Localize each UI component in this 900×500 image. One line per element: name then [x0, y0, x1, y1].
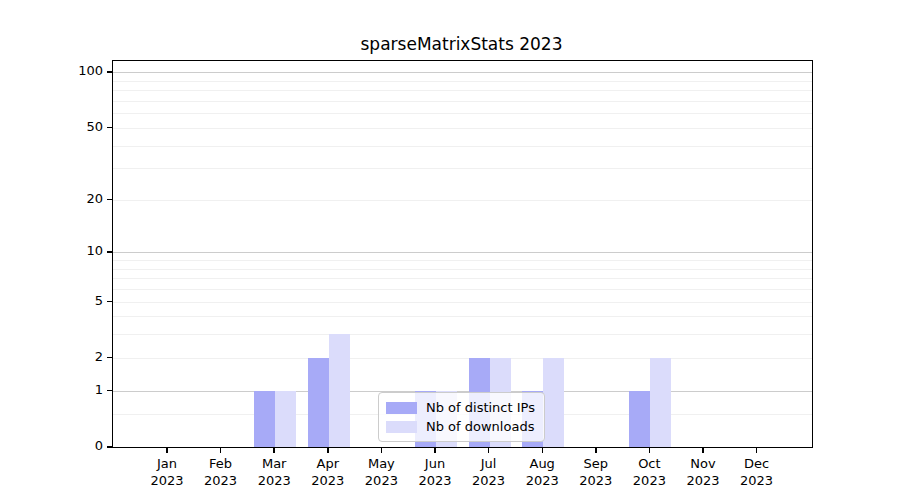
- bar-mar-distinct-ips: [254, 391, 275, 447]
- y-tick-mark: [107, 301, 112, 303]
- bar-aug-downloads: [543, 358, 564, 447]
- x-tick-label-nov: Nov 2023: [673, 455, 733, 489]
- bar-oct-downloads: [650, 358, 671, 447]
- gridline-minor: [113, 113, 812, 114]
- figure: sparseMatrixStats 2023 0 1 2 5 10 20 50 100 Jan…: [0, 0, 900, 500]
- y-tick-mark: [107, 127, 112, 129]
- y-tick-mark: [107, 357, 112, 359]
- bar-mar-downloads: [275, 391, 296, 447]
- x-tick-mark: [434, 448, 436, 453]
- x-tick-label-dec: Dec 2023: [727, 455, 787, 489]
- gridline-minor: [113, 358, 812, 359]
- y-tick-label: 50: [57, 119, 103, 135]
- y-tick-label: 100: [57, 63, 103, 79]
- gridline-minor: [113, 81, 812, 82]
- x-tick-mark: [756, 448, 758, 453]
- gridline-minor: [113, 128, 812, 129]
- x-tick-mark: [327, 448, 329, 453]
- gridline-minor: [113, 146, 812, 147]
- x-tick-mark: [595, 448, 597, 453]
- y-tick-label: 5: [57, 293, 103, 309]
- legend-item-distinct-ips: Nb of distinct IPs: [386, 398, 535, 417]
- gridline-minor: [113, 289, 812, 290]
- y-tick-label: 10: [57, 243, 103, 259]
- gridline-minor: [113, 200, 812, 201]
- legend-label-distinct-ips: Nb of distinct IPs: [426, 399, 535, 416]
- gridline-minor: [113, 168, 812, 169]
- gridline-minor: [113, 334, 812, 335]
- legend-label-downloads: Nb of downloads: [426, 418, 534, 435]
- y-tick-mark: [107, 251, 112, 253]
- y-tick-label: 20: [57, 191, 103, 207]
- gridline-minor: [113, 278, 812, 279]
- x-tick-label-may: May 2023: [351, 455, 411, 489]
- gridline-minor: [113, 90, 812, 91]
- gridline-minor: [113, 269, 812, 270]
- x-tick-mark: [702, 448, 704, 453]
- y-tick-mark: [107, 199, 112, 201]
- x-tick-label-aug: Aug 2023: [512, 455, 572, 489]
- x-tick-mark: [273, 448, 275, 453]
- legend: Nb of distinct IPs Nb of downloads: [378, 392, 545, 442]
- x-tick-label-jun: Jun 2023: [405, 455, 465, 489]
- legend-swatch-distinct-ips: [386, 402, 417, 414]
- chart-title: sparseMatrixStats 2023: [112, 34, 811, 54]
- x-tick-mark: [488, 448, 490, 453]
- x-tick-mark: [542, 448, 544, 453]
- y-tick-label: 2: [57, 349, 103, 365]
- x-tick-label-feb: Feb 2023: [191, 455, 251, 489]
- x-tick-label-mar: Mar 2023: [244, 455, 304, 489]
- x-tick-mark: [381, 448, 383, 453]
- legend-item-downloads: Nb of downloads: [386, 417, 535, 436]
- gridline-minor: [113, 101, 812, 102]
- x-tick-label-oct: Oct 2023: [619, 455, 679, 489]
- bar-oct-distinct-ips: [629, 391, 650, 447]
- x-tick-mark: [166, 448, 168, 453]
- gridline-major: [113, 252, 812, 253]
- legend-swatch-downloads: [386, 421, 417, 433]
- y-tick-mark: [107, 71, 112, 73]
- bar-apr-downloads: [329, 334, 350, 447]
- x-tick-label-jul: Jul 2023: [459, 455, 519, 489]
- x-tick-label-jan: Jan 2023: [137, 455, 197, 489]
- y-tick-label: 0: [57, 438, 103, 454]
- y-tick-mark: [107, 390, 112, 392]
- x-tick-mark: [649, 448, 651, 453]
- gridline-minor: [113, 260, 812, 261]
- gridline-minor: [113, 302, 812, 303]
- gridline-minor: [113, 316, 812, 317]
- bar-apr-distinct-ips: [308, 358, 329, 447]
- x-tick-label-sep: Sep 2023: [566, 455, 626, 489]
- y-tick-label: 1: [57, 382, 103, 398]
- x-tick-mark: [220, 448, 222, 453]
- plot-area: [112, 60, 813, 448]
- x-tick-label-apr: Apr 2023: [298, 455, 358, 489]
- gridline-major: [113, 72, 812, 73]
- y-tick-mark: [107, 446, 112, 448]
